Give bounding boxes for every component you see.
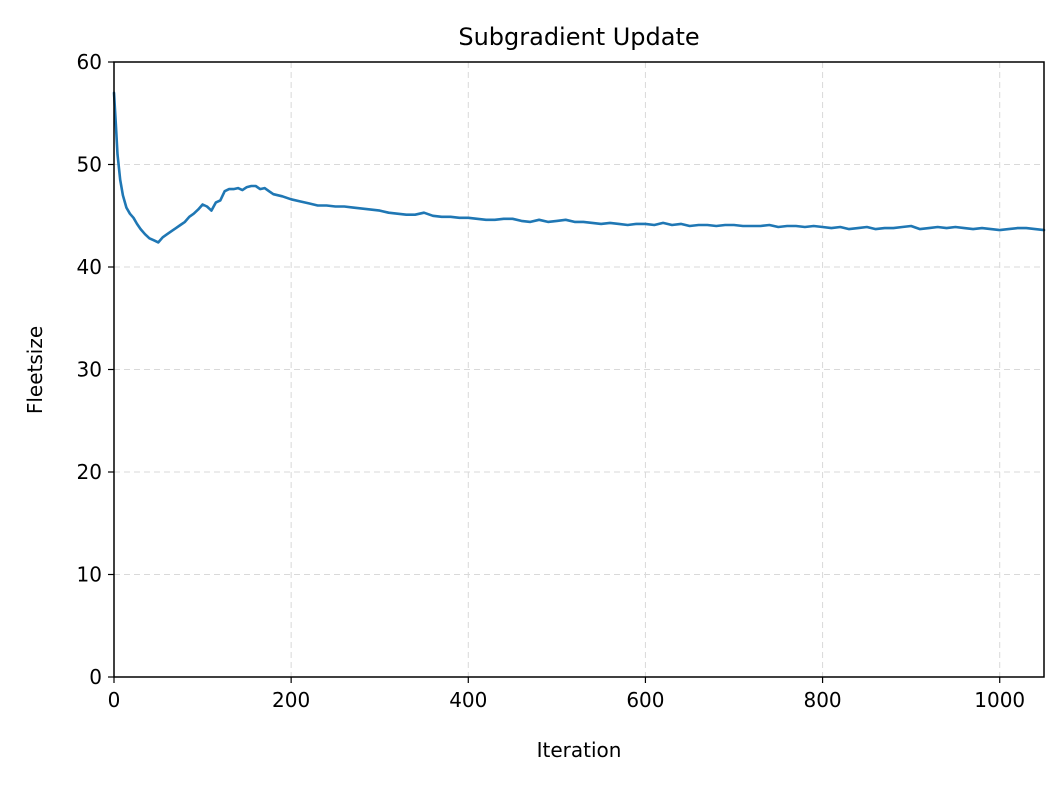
- chart-title: Subgradient Update: [458, 23, 699, 51]
- y-tick-label: 20: [77, 460, 102, 484]
- y-axis-label: Fleetsize: [23, 326, 47, 414]
- y-tick-label: 30: [77, 358, 102, 382]
- series-layer: [112, 91, 1046, 244]
- x-tick-label: 0: [108, 688, 121, 712]
- x-axis: 0 200 400 600 800 1000: [108, 677, 1025, 712]
- y-tick-label: 40: [77, 255, 102, 279]
- y-axis: 0 10 20 30 40 50 60: [77, 50, 114, 689]
- x-tick-label: 800: [803, 688, 841, 712]
- y-tick-label: 10: [77, 563, 102, 587]
- x-tick-label: 600: [626, 688, 664, 712]
- x-tick-label: 1000: [974, 688, 1025, 712]
- series-line-fleetsize: [112, 91, 1046, 244]
- x-axis-label: Iteration: [537, 738, 622, 762]
- y-tick-label: 0: [89, 665, 102, 689]
- grid: [113, 61, 1044, 678]
- y-tick-label: 50: [77, 153, 102, 177]
- y-tick-label: 60: [77, 50, 102, 74]
- x-tick-label: 400: [449, 688, 487, 712]
- x-tick-label: 200: [272, 688, 310, 712]
